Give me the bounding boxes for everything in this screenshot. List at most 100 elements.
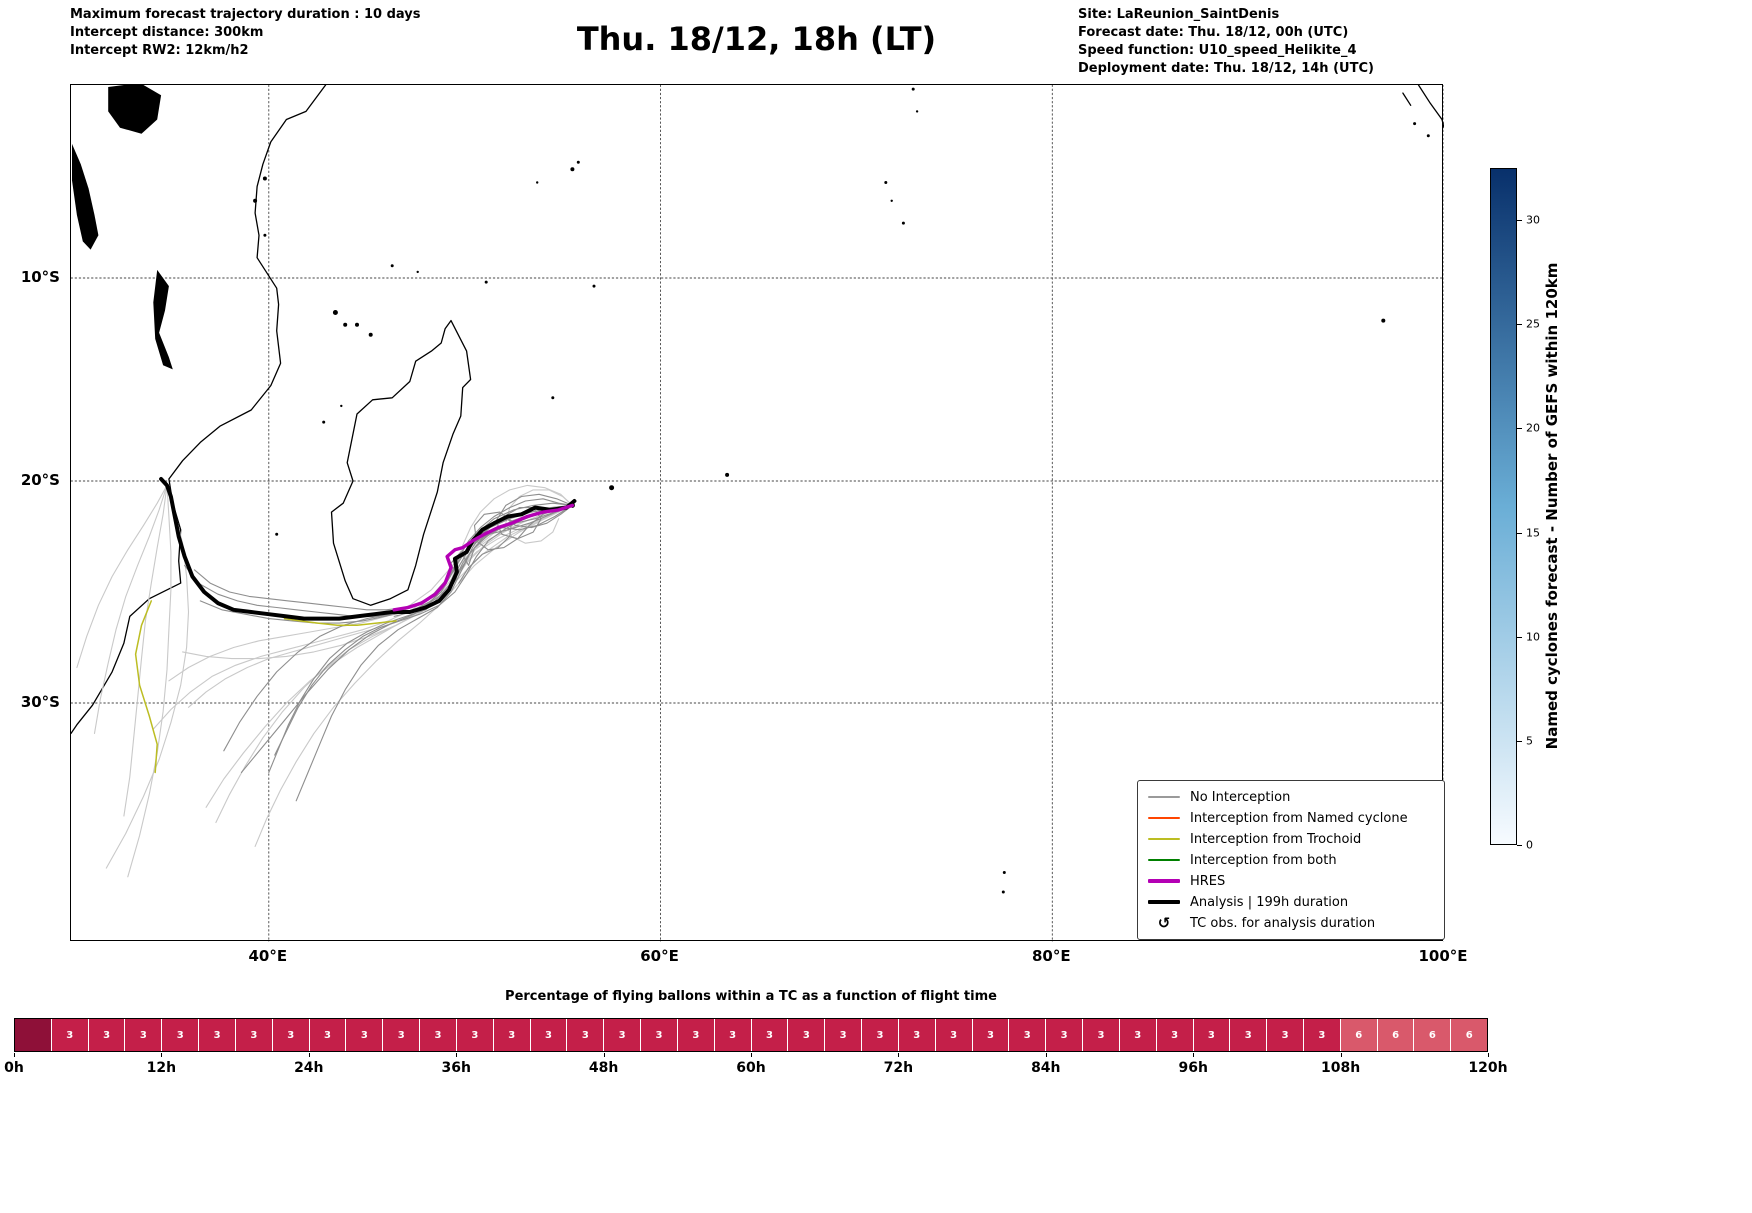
coastline <box>1402 92 1412 106</box>
track-gefs-dark <box>240 504 573 774</box>
island <box>275 532 279 536</box>
strip-tick-mark <box>1045 1053 1047 1057</box>
balloon-percentage-cell: 3 <box>1267 1019 1303 1051</box>
lake <box>153 269 173 370</box>
run-config-block: Maximum forecast trajectory duration : 1… <box>70 6 421 60</box>
legend-label: HRES <box>1190 873 1226 889</box>
track-trochoid <box>283 617 397 627</box>
balloon-strip-title: Percentage of flying ballons within a TC… <box>505 989 997 1004</box>
strip-tick-label: 72h <box>883 1060 914 1076</box>
legend-line-sample <box>1148 838 1180 840</box>
balloon-percentage-cell: 3 <box>346 1019 383 1051</box>
balloon-percentage-cell: 3 <box>1119 1019 1156 1051</box>
track-gefs-light <box>123 484 168 817</box>
balloon-percentage-cell: 3 <box>51 1019 88 1051</box>
balloon-percentage-cell: 3 <box>751 1019 788 1051</box>
forecast-date: Forecast date: Thu. 18/12, 00h (UTC) <box>1078 24 1349 40</box>
island <box>1381 318 1386 323</box>
balloon-percentage-cell <box>15 1019 51 1051</box>
island <box>1426 134 1430 138</box>
island <box>343 322 348 327</box>
colorbar-tick-label: 10 <box>1526 630 1540 644</box>
strip-tick-mark <box>1340 1053 1342 1057</box>
island <box>253 198 258 203</box>
legend-label: No Interception <box>1190 789 1291 805</box>
balloon-percentage-cell: 6 <box>1340 1019 1377 1051</box>
map-canvas <box>71 85 1444 942</box>
legend-swatch <box>1148 859 1180 861</box>
strip-tick-label: 96h <box>1178 1060 1208 1076</box>
strip-tick-mark <box>898 1053 900 1057</box>
balloon-percentage-cell: 3 <box>604 1019 641 1051</box>
balloon-percentage-cell: 3 <box>493 1019 530 1051</box>
legend-swatch <box>1148 796 1180 798</box>
balloon-percentage-cell: 3 <box>1303 1019 1340 1051</box>
strip-tick-mark <box>308 1053 310 1057</box>
track-gefs-light <box>93 484 168 734</box>
island <box>890 199 893 202</box>
lake <box>72 143 99 250</box>
balloon-percentage-cell: 3 <box>862 1019 898 1051</box>
island <box>1001 890 1005 894</box>
legend-label: Interception from Named cyclone <box>1190 810 1408 826</box>
balloon-strip-ticks: 0h 12h 24h 36h 48h 60h 72h 84h 96h 108h 120h <box>4 1053 1508 1079</box>
config-intercept-distance: Intercept distance: 300km <box>70 24 264 40</box>
legend-item-0: No Interception <box>1148 789 1434 805</box>
coastline <box>71 85 327 735</box>
lake <box>108 85 162 134</box>
legend-label: TC obs. for analysis duration <box>1190 915 1376 931</box>
x-tick-label: 40°E <box>248 947 288 965</box>
balloon-percentage-cell: 3 <box>125 1019 162 1051</box>
page-title: Thu. 18/12, 18h (LT) <box>576 20 937 58</box>
trajectory-map: No Interception Interception from Named c… <box>70 84 1445 942</box>
track-hres <box>392 503 575 612</box>
colorbar-tick-label: 5 <box>1526 734 1533 748</box>
island <box>570 167 575 172</box>
legend-line-sample <box>1148 859 1180 861</box>
colorbar-tick-mark <box>1517 740 1522 742</box>
legend-item-3: Interception from both <box>1148 852 1434 868</box>
coastline <box>330 319 472 606</box>
coastline <box>1417 85 1444 129</box>
config-intercept-rw2: Intercept RW2: 12km/h2 <box>70 42 249 58</box>
legend-label: Interception from Trochoid <box>1190 831 1362 847</box>
tc-obs-icon: ↺ <box>1157 913 1171 932</box>
track-gefs-dark <box>458 504 573 584</box>
balloon-percentage-cell: 3 <box>199 1019 235 1051</box>
balloon-percentage-cell: 3 <box>1193 1019 1230 1051</box>
island <box>368 332 373 337</box>
track-gefs-light <box>254 504 573 847</box>
island <box>355 322 359 327</box>
site-info-block: Site: LaReunion_SaintDenis Forecast date… <box>1078 6 1374 78</box>
speed-function: Speed function: U10_speed_Helikite_4 <box>1078 42 1357 58</box>
legend-item-4: HRES <box>1148 873 1434 889</box>
legend-swatch <box>1148 838 1180 840</box>
colorbar-tick-label: 0 <box>1526 838 1533 852</box>
strip-tick-label: 0h <box>4 1060 24 1076</box>
y-tick-label: 20°S <box>20 471 60 489</box>
island <box>536 181 539 184</box>
balloon-percentage-cell: 3 <box>898 1019 935 1051</box>
site-name: Site: LaReunion_SaintDenis <box>1078 7 1280 22</box>
legend-line-sample <box>1148 796 1180 798</box>
strip-tick-label: 84h <box>1031 1060 1061 1076</box>
track-gefs-light <box>105 484 190 869</box>
island <box>884 181 888 184</box>
x-tick-label: 100°E <box>1418 947 1468 965</box>
track-gefs-light <box>152 504 573 730</box>
balloon-percentage-cell: 3 <box>420 1019 456 1051</box>
track-trochoid <box>134 600 158 774</box>
colorbar-tick-mark <box>1517 220 1522 222</box>
legend-swatch <box>1148 817 1180 819</box>
balloon-percentage-cell: 3 <box>714 1019 751 1051</box>
balloon-percentage-cell: 3 <box>1156 1019 1193 1051</box>
balloon-percentage-cell: 3 <box>383 1019 420 1051</box>
island <box>911 87 915 91</box>
balloon-percentage-cell: 3 <box>235 1019 272 1051</box>
track-gefs-light <box>182 504 573 660</box>
track-analysis <box>159 477 577 621</box>
balloon-percentage-cell: 3 <box>1046 1019 1083 1051</box>
colorbar-tick-mark <box>1517 324 1522 326</box>
legend-line-sample <box>1148 900 1180 904</box>
legend-swatch <box>1148 879 1180 883</box>
